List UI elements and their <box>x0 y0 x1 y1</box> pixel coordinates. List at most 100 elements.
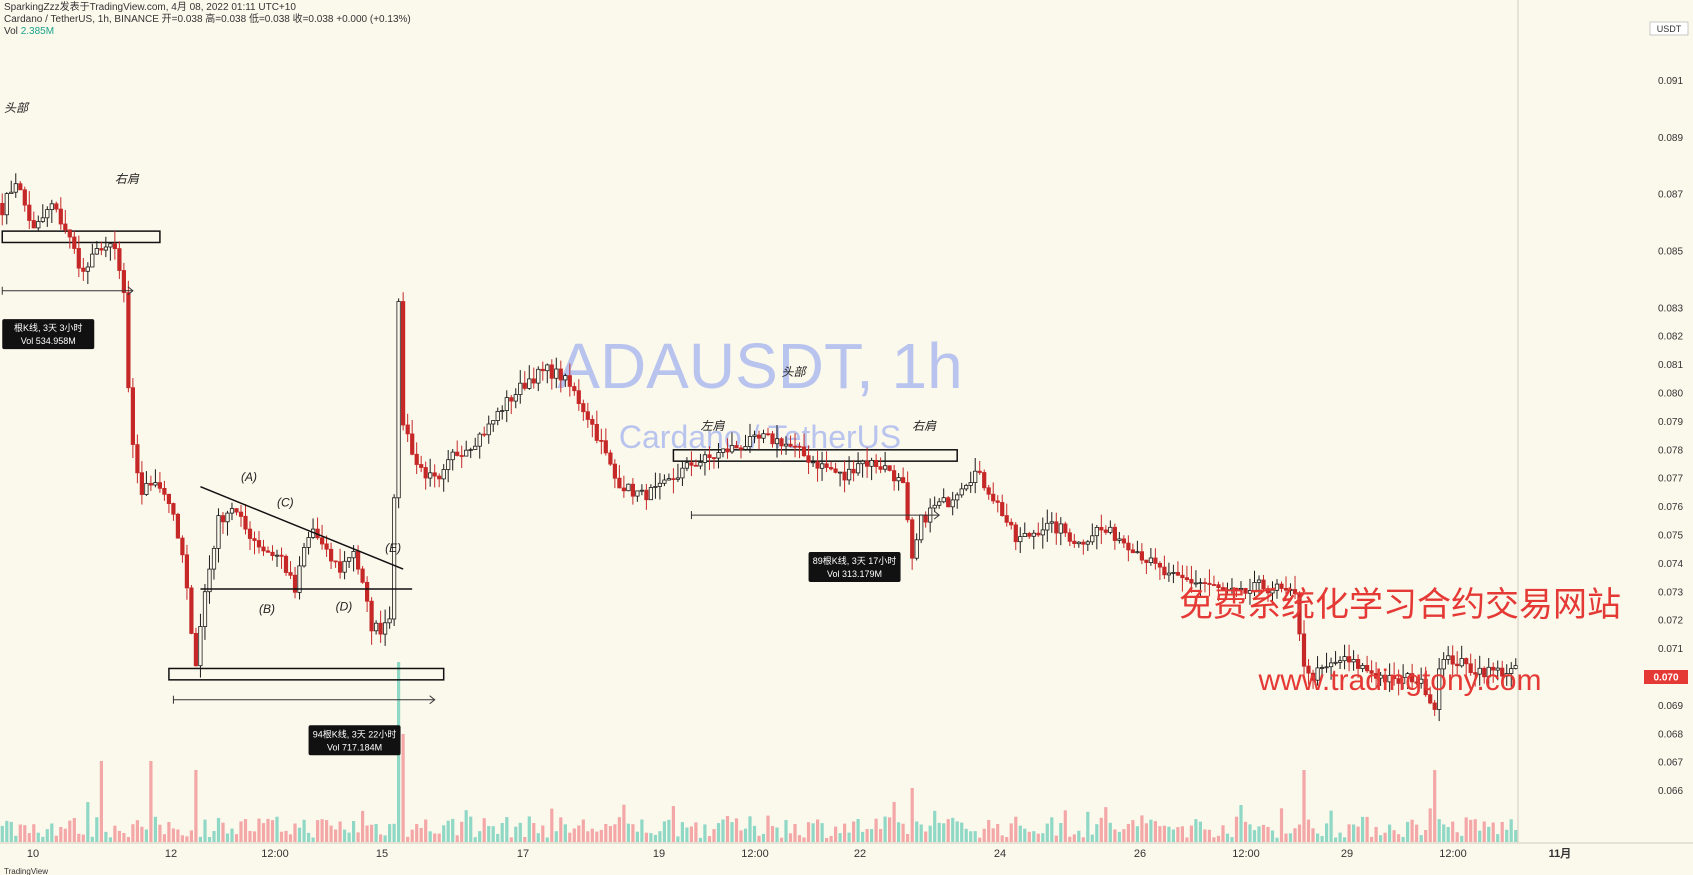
candle-body <box>1085 541 1090 545</box>
y-tick-label: 0.085 <box>1658 247 1683 258</box>
candle-body <box>1256 579 1262 583</box>
volume-bar <box>90 836 94 842</box>
volume-bar <box>149 761 153 842</box>
candle-body <box>423 467 428 479</box>
candle-body <box>973 470 978 484</box>
volume-bar <box>1126 823 1130 842</box>
candle-body <box>1198 582 1203 584</box>
candle-body <box>432 472 437 477</box>
volume-bar <box>1077 830 1081 842</box>
volume-bar <box>1514 830 1518 842</box>
volume-bar <box>554 831 558 842</box>
volume-bar <box>1509 819 1513 842</box>
candle-body <box>946 497 951 508</box>
candle-body <box>369 600 374 632</box>
candle-body <box>513 394 518 402</box>
candle-body <box>1513 665 1518 669</box>
volume-bar <box>59 827 63 842</box>
volume-bar <box>797 835 802 842</box>
volume-bar <box>676 836 680 842</box>
volume-bar <box>1257 826 1261 842</box>
candle-body <box>1261 579 1266 590</box>
measure-info-box: 根K线, 3天 3小时 Vol 534.958M <box>2 319 95 350</box>
volume-bar <box>1014 816 1018 842</box>
volume-bar <box>1316 833 1320 842</box>
candle-body <box>54 203 59 210</box>
candle-body <box>1220 587 1226 591</box>
candle-body <box>1090 535 1095 543</box>
price-zone-rectangle[interactable] <box>672 449 958 462</box>
price-zone-rectangle[interactable] <box>168 667 445 681</box>
volume-bar <box>550 808 554 842</box>
volume-bar <box>1153 821 1157 842</box>
candle-body <box>630 483 636 497</box>
volume-bar <box>234 834 239 842</box>
candle-body <box>27 204 32 221</box>
candle-body <box>1324 666 1329 669</box>
candle-body <box>878 466 883 470</box>
candle-body <box>238 511 244 517</box>
volume-bar <box>1446 827 1450 842</box>
candle-body <box>22 189 27 206</box>
volume-bar <box>1000 835 1004 842</box>
volume-bar <box>829 836 833 842</box>
volume-bar <box>996 824 1000 842</box>
candle-body <box>684 462 690 469</box>
candle-body <box>801 446 807 457</box>
volume-bar <box>72 818 76 842</box>
candle-body <box>671 478 676 481</box>
pattern-annotation: 头部 <box>4 101 30 115</box>
candle-body <box>1356 659 1361 669</box>
candle-body <box>1432 702 1437 710</box>
volume-bar <box>275 816 279 842</box>
candle-body <box>67 229 72 238</box>
candle-body <box>675 477 681 480</box>
candle-body <box>1153 557 1158 564</box>
volume-bar <box>415 824 419 842</box>
candle-body <box>1009 521 1014 526</box>
volume-bar <box>825 838 829 842</box>
candle-body <box>1509 668 1514 674</box>
volume-bar <box>185 836 189 842</box>
volume-bar <box>243 819 248 842</box>
volume-bar <box>901 823 905 842</box>
price-zone-rectangle[interactable] <box>1 230 161 244</box>
promo-chinese-text: 免费系统化学习合约交易网站 <box>1179 585 1621 625</box>
volume-bar <box>302 819 306 842</box>
volume-bar <box>879 829 883 842</box>
candle-body <box>955 494 960 501</box>
y-tick-label: 0.076 <box>1658 502 1683 513</box>
volume-bar <box>383 835 387 842</box>
volume-bar <box>230 828 234 842</box>
candle-body <box>1027 533 1032 537</box>
candle-body <box>698 461 703 467</box>
candle-body <box>419 464 424 468</box>
y-tick-label: 0.067 <box>1658 758 1683 769</box>
volume-bar <box>919 824 923 842</box>
currency-badge[interactable] <box>1649 21 1689 36</box>
volume-bar <box>712 829 716 842</box>
volume-bar <box>1491 822 1495 842</box>
candle-body <box>112 243 117 249</box>
volume-bar <box>1032 831 1036 842</box>
candle-body <box>964 484 969 490</box>
volume-bar <box>806 822 811 842</box>
volume-bar <box>293 823 297 842</box>
trend-line[interactable] <box>200 486 404 570</box>
volume-bar <box>1261 824 1266 842</box>
candle-body <box>1414 681 1419 684</box>
candle-body <box>545 364 550 372</box>
promo-url-text: www.tradingtony.com <box>1258 664 1542 697</box>
volume-bar <box>1122 829 1126 842</box>
candle-body <box>824 463 829 468</box>
volume-bar <box>1203 829 1207 842</box>
volume-bar <box>1469 819 1473 842</box>
candle-body <box>441 469 446 480</box>
volume-bar <box>108 837 112 842</box>
candle-body <box>85 266 90 272</box>
candle-body <box>117 248 122 271</box>
volume-bar <box>1221 825 1225 842</box>
candle-body <box>175 513 180 539</box>
